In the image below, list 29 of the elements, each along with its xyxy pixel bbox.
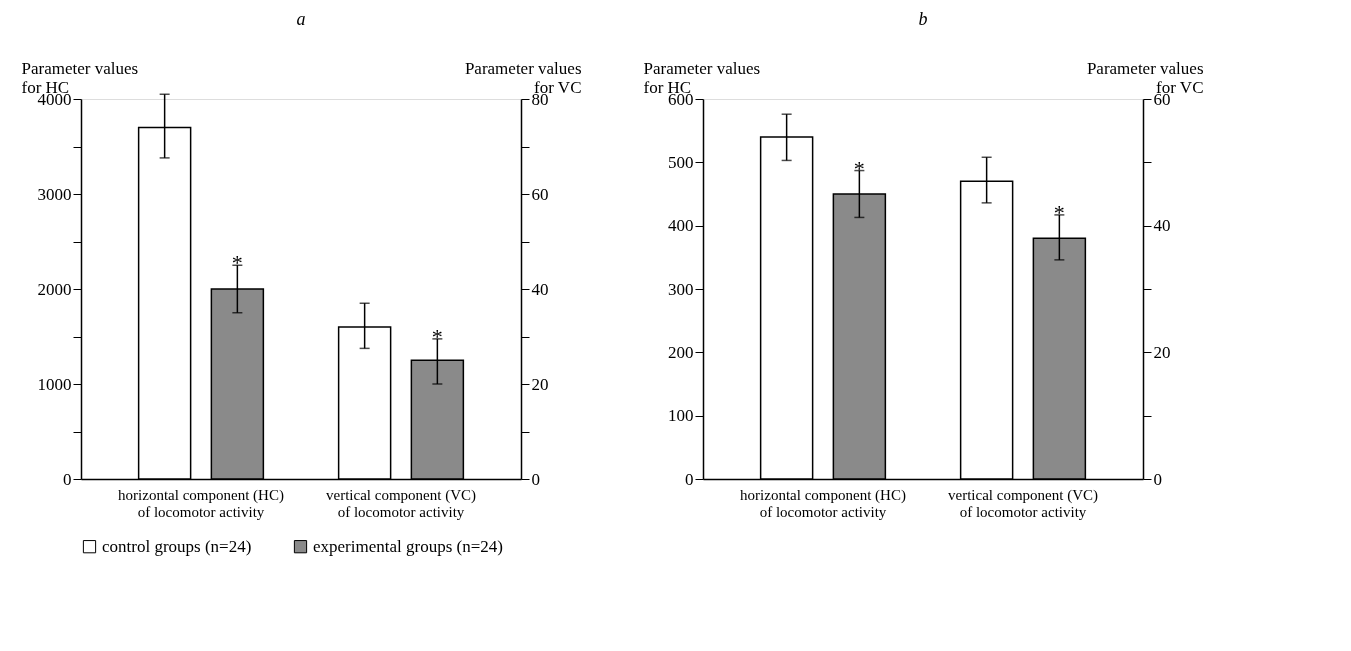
x-tick-label: horizontal component (HC) of locomotor activity	[740, 486, 906, 520]
y-tick-label: 200	[668, 342, 694, 362]
y2-tick-label: 20	[531, 374, 549, 394]
y-tick-label: 3000	[37, 184, 72, 204]
data-label: *	[853, 155, 865, 181]
legend-label: experimental groups (n=24)	[313, 536, 503, 556]
x-tick-label: vertical component (VC) of locomotor activity	[326, 486, 476, 520]
y2-tick-label: 20	[1153, 342, 1171, 362]
y-tick-label: 300	[668, 279, 694, 299]
x-tick-label: vertical component (VC) of locomotor activity	[948, 486, 1098, 520]
y2-tick-label: 0	[531, 469, 540, 489]
y2-tick-label: 40	[1153, 216, 1171, 236]
y-tick-label: 0	[685, 469, 694, 489]
data-label: *	[431, 323, 443, 349]
y-tick-label: 400	[668, 216, 694, 236]
y-tick-label: 100	[668, 406, 694, 426]
legend-label: control groups (n=24)	[102, 536, 252, 556]
y-tick-label: 0	[63, 469, 72, 489]
data-label: *	[1053, 199, 1065, 225]
y-tick-label: 500	[668, 152, 694, 172]
chart-title: a	[296, 9, 306, 29]
y2-tick-label: 60	[531, 184, 549, 204]
y2-tick-label: 40	[531, 279, 549, 299]
y2-tick-label: 0	[1153, 469, 1162, 489]
y-tick-label: 1000	[37, 374, 72, 394]
x-tick-label: horizontal component (HC) of locomotor activity	[118, 486, 284, 520]
chart-title: b	[918, 9, 928, 29]
y-tick-label: 2000	[37, 279, 72, 299]
data-label: *	[231, 250, 243, 276]
